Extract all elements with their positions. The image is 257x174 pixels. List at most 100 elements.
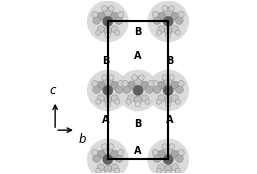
Circle shape [115,168,120,173]
Circle shape [157,12,165,20]
Circle shape [156,168,161,173]
Circle shape [111,164,118,171]
Circle shape [103,85,113,96]
Circle shape [93,155,100,163]
Circle shape [104,165,112,173]
Circle shape [169,75,175,80]
Text: A: A [166,115,174,125]
Circle shape [153,86,161,93]
Circle shape [118,80,124,87]
Circle shape [87,70,129,111]
Circle shape [92,149,98,156]
Circle shape [103,76,113,86]
Text: B: B [102,56,110,66]
Circle shape [147,139,189,174]
Circle shape [111,26,118,33]
Circle shape [117,70,159,111]
Circle shape [162,6,168,11]
Circle shape [103,7,113,17]
Circle shape [87,139,129,174]
Circle shape [153,155,161,163]
Circle shape [102,75,107,80]
Circle shape [92,11,98,18]
Circle shape [122,80,128,87]
Circle shape [115,30,120,35]
Circle shape [97,150,105,158]
Circle shape [162,144,168,149]
Circle shape [97,81,105,89]
Circle shape [128,95,135,102]
Circle shape [171,12,179,20]
Circle shape [148,80,154,87]
Circle shape [132,75,137,80]
Circle shape [164,96,172,104]
Circle shape [147,1,189,42]
Text: c: c [49,84,56,97]
Circle shape [96,168,101,173]
Circle shape [97,12,105,20]
Circle shape [133,85,143,96]
Text: B: B [166,56,174,66]
Circle shape [92,80,98,87]
Circle shape [156,30,161,35]
Circle shape [139,75,144,80]
Circle shape [105,33,111,38]
Circle shape [111,12,119,20]
Circle shape [105,171,111,174]
Circle shape [163,154,173,165]
Circle shape [97,164,104,171]
Circle shape [105,101,111,107]
Circle shape [104,96,112,104]
Circle shape [175,99,180,104]
Circle shape [166,33,171,38]
Circle shape [93,17,100,24]
Circle shape [164,27,172,35]
Circle shape [176,155,183,163]
Circle shape [171,81,179,89]
Circle shape [108,6,114,11]
Circle shape [103,145,113,155]
Circle shape [126,99,131,104]
Circle shape [152,80,158,87]
Circle shape [162,75,168,80]
Circle shape [141,81,149,89]
Circle shape [172,26,179,33]
Circle shape [102,144,107,149]
Circle shape [175,30,180,35]
Circle shape [163,16,173,27]
Circle shape [127,81,135,89]
Circle shape [102,6,107,11]
Circle shape [152,149,158,156]
Circle shape [158,164,165,171]
Circle shape [96,99,101,104]
Circle shape [169,144,175,149]
Circle shape [163,76,173,86]
Circle shape [133,76,143,86]
Circle shape [152,11,158,18]
Circle shape [111,95,118,102]
Circle shape [172,95,179,102]
Text: A: A [134,146,142,156]
Circle shape [96,30,101,35]
Circle shape [115,155,123,163]
Circle shape [175,168,180,173]
Circle shape [171,150,179,158]
Circle shape [157,81,165,89]
Circle shape [104,27,112,35]
Text: A: A [102,115,110,125]
Circle shape [158,95,165,102]
Circle shape [164,165,172,173]
Circle shape [108,75,114,80]
Circle shape [163,85,173,96]
Circle shape [176,86,183,93]
Circle shape [87,1,129,42]
Text: B: B [134,27,142,37]
Circle shape [163,7,173,17]
Circle shape [178,149,184,156]
Circle shape [134,96,142,104]
Text: b: b [78,133,86,146]
Circle shape [158,26,165,33]
Circle shape [97,95,104,102]
Circle shape [115,99,120,104]
Circle shape [145,99,150,104]
